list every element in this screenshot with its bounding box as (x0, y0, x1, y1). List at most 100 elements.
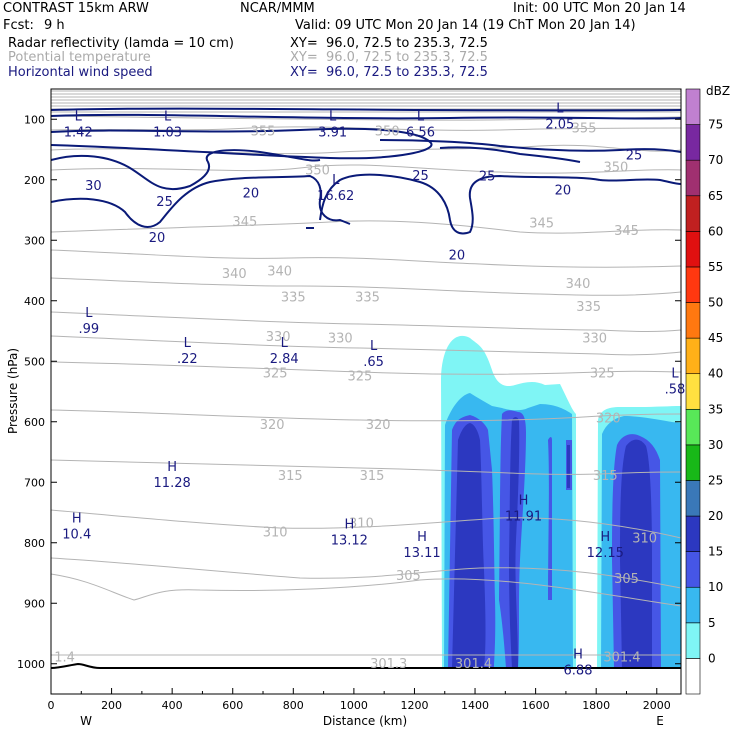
theta-label: 325 (348, 369, 373, 384)
theta-isoline (51, 164, 681, 174)
x-tick-label: 1200 (400, 699, 428, 712)
theta-label: 310 (349, 516, 374, 531)
refl-20-east (620, 439, 652, 668)
extremum-value: 2.05 (545, 117, 574, 132)
colorbar-swatch (685, 515, 701, 552)
theta-label: 335 (281, 291, 306, 306)
extremum-value: 1.03 (153, 125, 182, 140)
colorbar-label: 50 (708, 296, 723, 310)
wind-isotach (51, 127, 433, 160)
theta-label: 320 (596, 412, 621, 427)
colorbar-swatch (685, 88, 701, 125)
theta-isoline (51, 573, 681, 607)
fcst-value: 9 h (44, 18, 65, 33)
plot-frame (50, 88, 682, 695)
refl-20-west-d (567, 445, 570, 488)
theta-label: 325 (263, 366, 288, 381)
colorbar-swatch (685, 159, 701, 197)
reflectivity-fill (441, 335, 681, 668)
colorbar-swatch (685, 408, 701, 446)
wind-label: 20 (555, 184, 572, 199)
low-marker: L (281, 336, 289, 351)
extremum-value: 1.42 (64, 125, 93, 140)
theta-label: 315 (360, 469, 385, 484)
y-tick-label: 700 (24, 476, 45, 489)
y-tick-label: 600 (24, 416, 45, 429)
wind-isotach (319, 173, 601, 235)
ground-line (51, 662, 681, 669)
theta-label: 310 (263, 525, 288, 540)
x-tick-label: 1600 (522, 699, 550, 712)
theta-label: 355 (572, 121, 597, 136)
low-marker: L (332, 173, 340, 188)
theta-isoline (51, 311, 681, 332)
field-theta-xy: XY= 96.0, 72.5 to 235.3, 72.5 (290, 50, 488, 65)
colorbar-swatch (685, 622, 701, 659)
colorbar-label: 25 (708, 473, 723, 487)
theta-isoline (51, 459, 681, 475)
theta-label: 320 (366, 418, 391, 433)
extremum-value: .65 (363, 355, 384, 370)
theta-label: 301.3 (370, 657, 407, 672)
colorbar-title: dBZ (706, 84, 730, 98)
field-reflectivity-xy: XY= 96.0, 72.5 to 235.3, 72.5 (290, 36, 488, 51)
y-tick-label: 400 (24, 295, 45, 308)
extremum-value: 11.28 (154, 476, 191, 491)
wind-contours (51, 107, 681, 235)
y-axis-label: Pressure (hPa) (6, 348, 20, 434)
wind-isotach (439, 146, 581, 163)
extremum-value: 11.91 (505, 509, 542, 524)
theta-label: 330 (582, 331, 607, 346)
colorbar-swatch (685, 266, 701, 303)
colorbar-label: 55 (708, 260, 723, 274)
high-marker: H (417, 530, 427, 545)
wind-label: 25 (412, 169, 429, 184)
low-marker: L (329, 109, 337, 124)
field-theta-name: Potential temperature (8, 50, 151, 65)
colorbar-label: 15 (708, 545, 723, 559)
colorbar-label: 75 (708, 118, 723, 132)
high-marker: H (573, 648, 583, 663)
colorbar: 0 5 10 15 20 25 30 35 40 45 50 55 60 65 70 75 (685, 88, 723, 695)
contour-labels: 355 355 350 350 350 345 345 345 340 340 340 335 335 3… (54, 101, 685, 678)
extremum-value: 13.11 (403, 546, 440, 561)
colorbar-label: 30 (708, 438, 723, 452)
low-marker: L (370, 339, 378, 354)
wind-isotach (379, 139, 681, 153)
theta-label: 301.4 (455, 657, 492, 672)
extremum-value: 10.4 (62, 528, 91, 543)
high-marker: H (600, 530, 610, 545)
theta-label: 320 (260, 418, 285, 433)
theta-label: 350 (375, 124, 400, 139)
extremum-value: 16.62 (317, 189, 354, 204)
theta-isoline (51, 509, 681, 539)
extremum-value: 3.91 (318, 125, 347, 140)
wind-label: 20 (149, 231, 166, 246)
wind-label: 25 (156, 195, 173, 210)
theta-label: 305 (614, 572, 639, 587)
theta-label: 345 (529, 216, 554, 231)
extremum-value: 6.88 (564, 664, 593, 679)
theta-isoline (51, 409, 681, 422)
field-wind-xy: XY= 96.0, 72.5 to 235.3, 72.5 (290, 65, 488, 80)
field-wind-name: Horizontal wind speed (8, 65, 153, 80)
y-tick-label: 1000 (17, 658, 45, 671)
low-marker: L (75, 109, 83, 124)
theta-contours (51, 90, 681, 656)
colorbar-label: 60 (708, 224, 723, 238)
wind-isotach (51, 113, 681, 120)
wind-label: 25 (479, 170, 496, 185)
x-tick-label: 1400 (461, 699, 489, 712)
wind-isotach (599, 178, 681, 185)
low-marker: L (164, 109, 172, 124)
colorbar-swatch (685, 444, 701, 481)
y-tick-label: 900 (24, 597, 45, 610)
theta-label: 345 (614, 224, 639, 239)
extremum-value: 12.15 (587, 546, 624, 561)
theta-isoline (51, 249, 681, 268)
x-tick-label: 200 (101, 699, 122, 712)
theta-label: 1.4 (54, 651, 75, 666)
theta-label: 345 (232, 215, 257, 230)
colorbar-swatch (685, 373, 701, 410)
